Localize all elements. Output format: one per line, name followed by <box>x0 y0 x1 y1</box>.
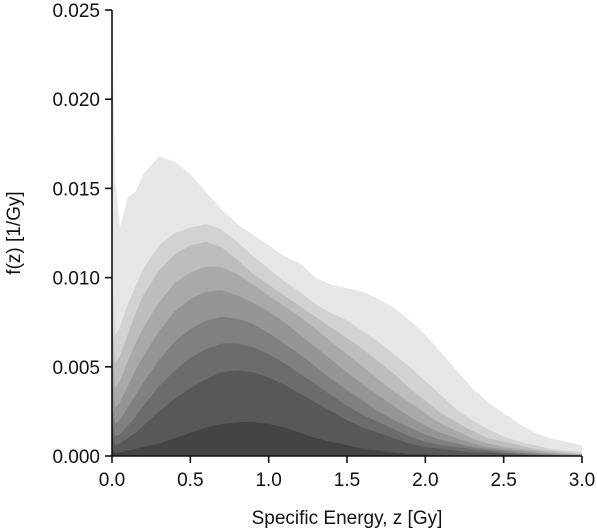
y-tick-label: 0.015 <box>52 179 100 200</box>
y-axis-label: f(z) [1/Gy] <box>4 191 25 274</box>
y-tick-label: 0.010 <box>52 269 100 290</box>
x-tick-label: 0.5 <box>177 470 203 491</box>
y-tick-label: 0.000 <box>52 447 100 468</box>
y-tick-label: 0.025 <box>52 1 100 22</box>
y-tick-label: 0.020 <box>52 90 100 111</box>
x-tick-label: 2.5 <box>490 470 516 491</box>
x-tick-label: 0.0 <box>99 470 125 491</box>
y-tick-label: 0.005 <box>52 358 100 379</box>
x-tick-label: 1.0 <box>255 470 281 491</box>
band-9 <box>112 422 582 456</box>
x-axis-label: Specific Energy, z [Gy] <box>252 508 443 529</box>
quantile-bands <box>112 10 582 456</box>
y-axis-ticks: 0.000 0.005 0.010 0.015 0.020 0.025 <box>52 1 112 468</box>
x-tick-label: 3.0 <box>569 470 595 491</box>
x-tick-label: 1.5 <box>334 470 360 491</box>
x-tick-label: 2.0 <box>412 470 438 491</box>
x-axis-ticks: 0.0 0.5 1.0 1.5 2.0 2.5 3.0 <box>99 456 595 491</box>
